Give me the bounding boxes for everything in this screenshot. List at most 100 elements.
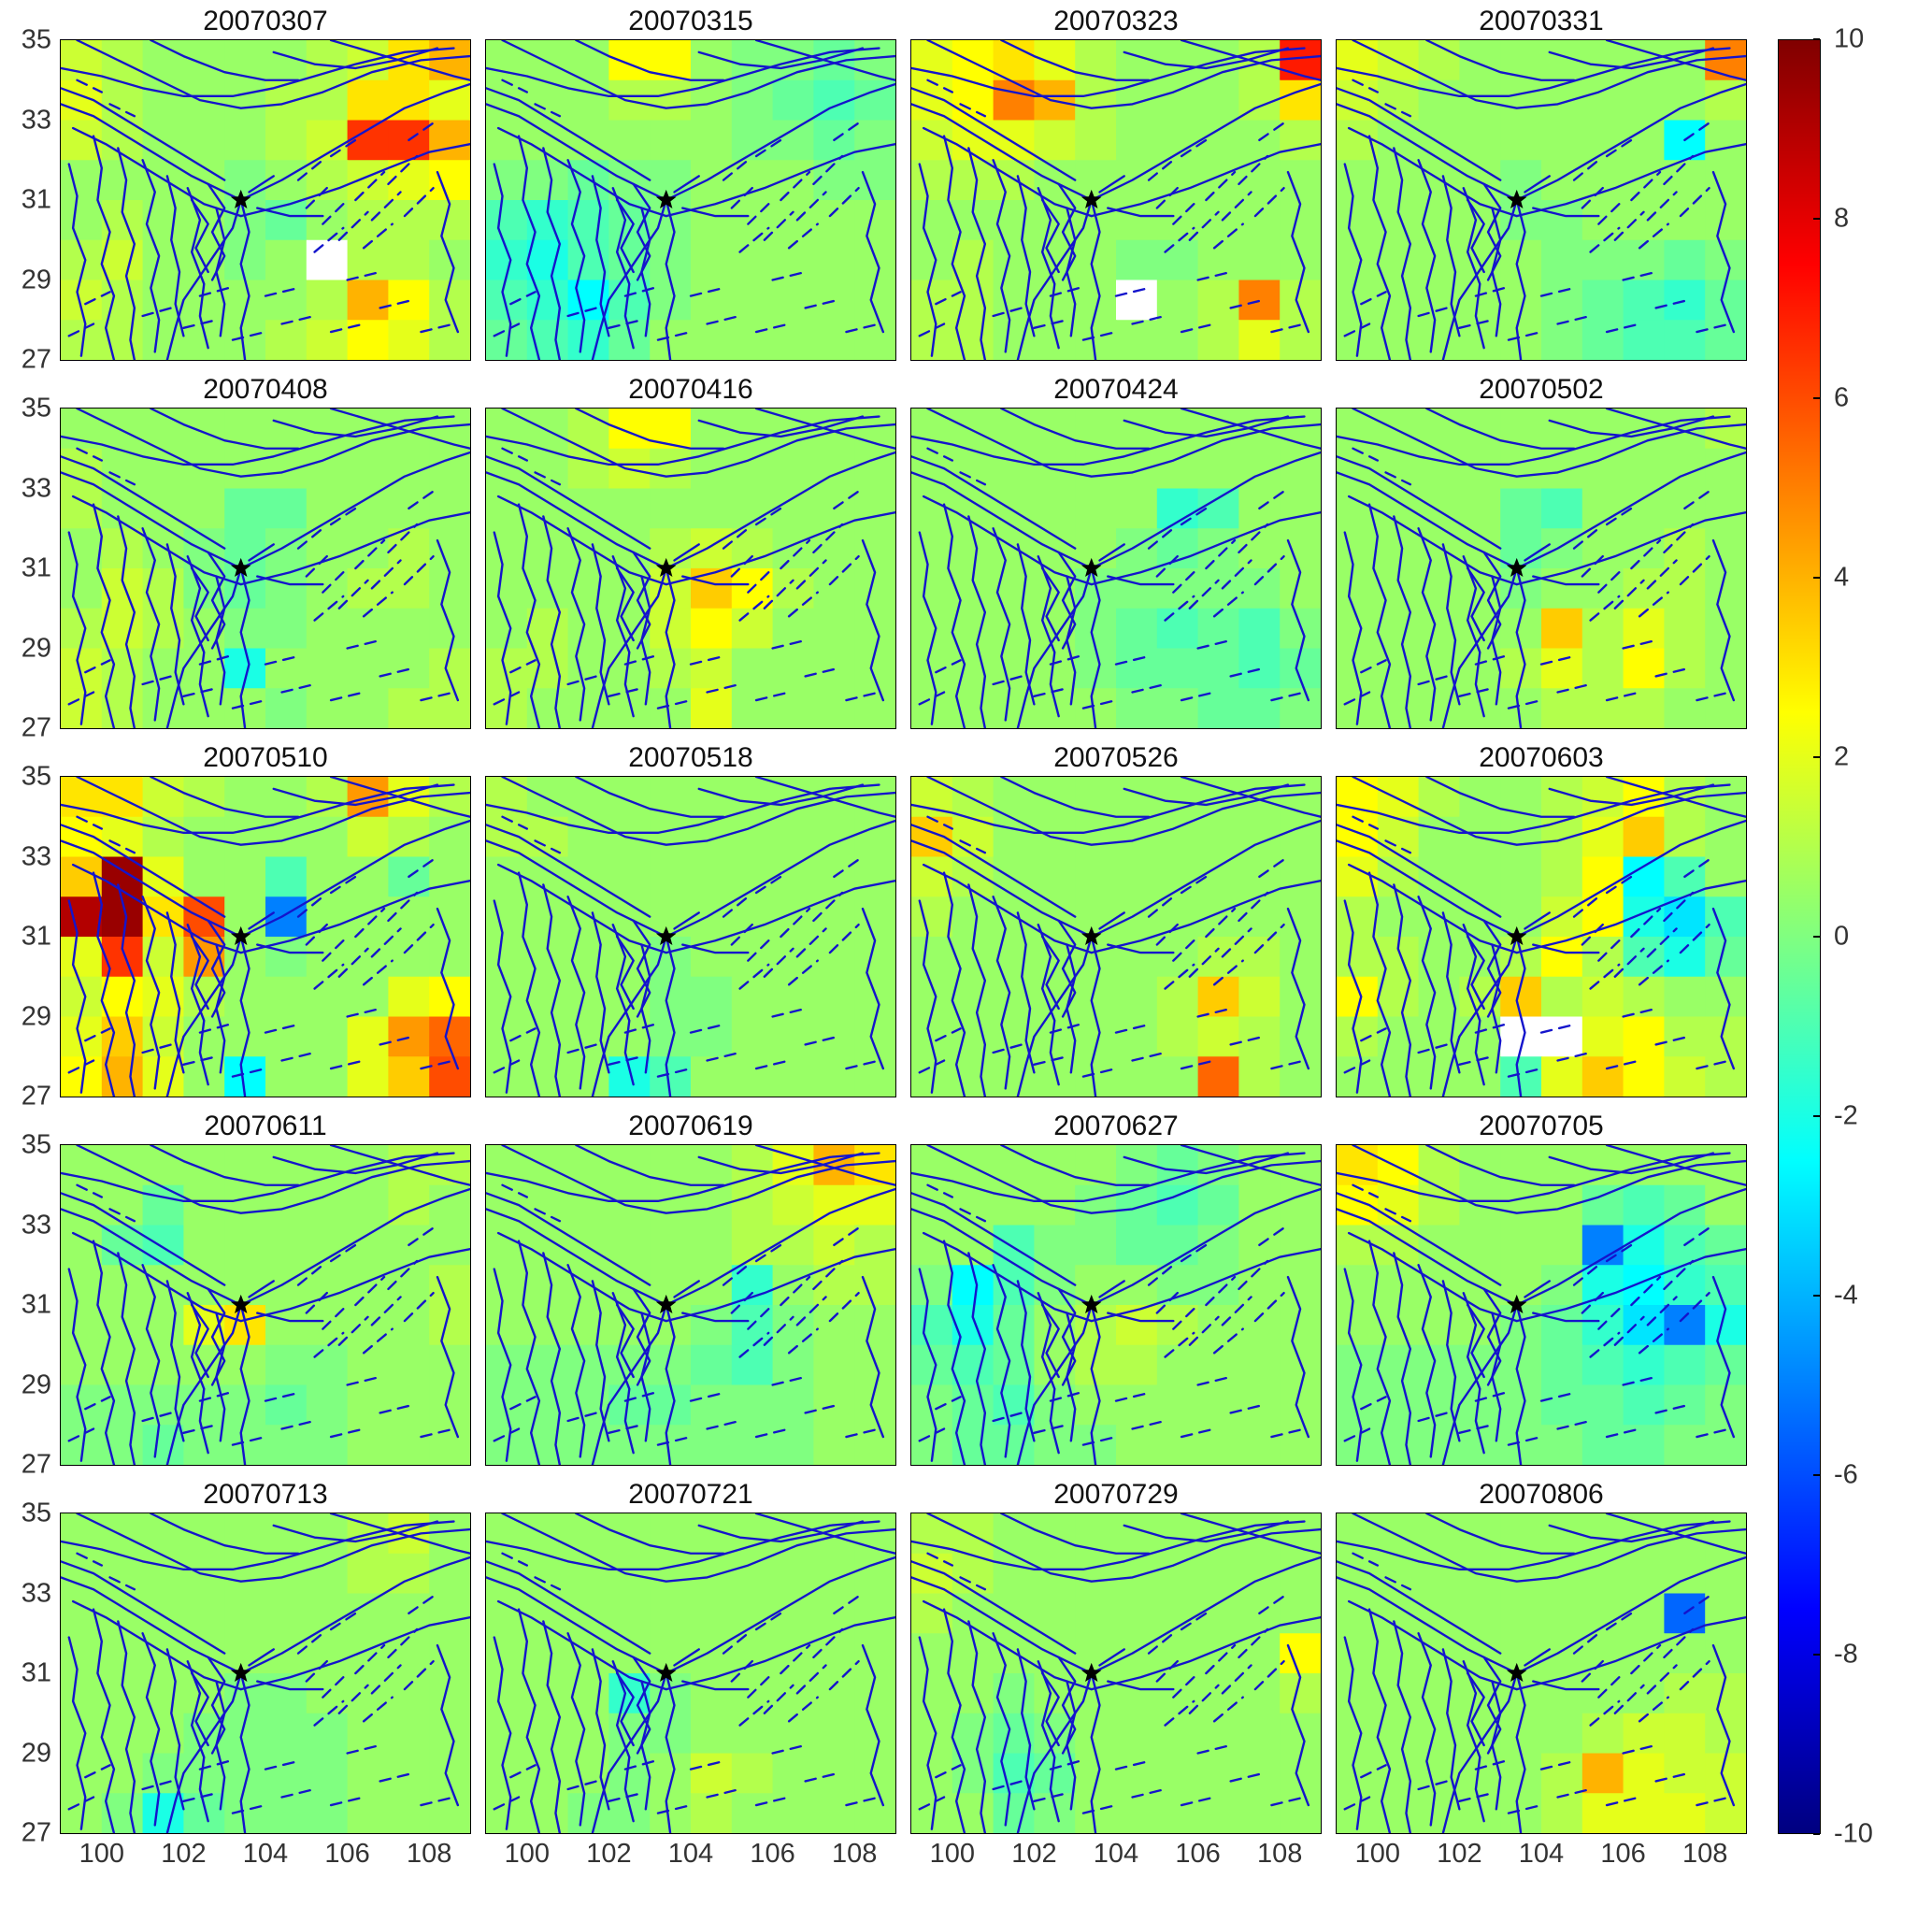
map-panel: 20070729 100 102 104 106 108 (910, 1479, 1322, 1868)
colorbar-tick (1813, 1654, 1820, 1656)
panel-title: 20070619 (628, 1111, 753, 1141)
x-axis-tick-label: 102 (1437, 1839, 1482, 1869)
panel-title: 20070611 (204, 1111, 327, 1141)
panel-title: 20070721 (628, 1479, 753, 1510)
map-panel: 20070307 35 33 31 29 27 (21, 6, 471, 373)
x-axis-tick-label: 108 (831, 1839, 878, 1869)
heatmap-svg (61, 777, 470, 1097)
heatmap-plot: 35 33 31 29 27 (21, 1131, 471, 1478)
map-panel: 20070416 (485, 374, 896, 729)
colorbar-tick (1813, 38, 1820, 40)
heatmap-svg (61, 1145, 470, 1465)
heatmap-svg (61, 40, 470, 360)
y-axis-tick-label: 27 (21, 344, 51, 375)
y-axis-tick-label: 29 (21, 1369, 51, 1399)
heatmap-plot (1336, 1144, 1747, 1466)
map-panel: 20070408 35 33 31 29 27 (21, 374, 471, 741)
heatmap-svg (486, 1513, 895, 1833)
heatmap-plot (485, 39, 896, 361)
map-panel: 20070603 (1336, 742, 1747, 1097)
x-axis-tick-label: 106 (324, 1839, 370, 1869)
panel-title: 20070603 (1479, 742, 1604, 773)
heatmap-svg (486, 409, 895, 728)
x-axis-tick-label: 108 (1256, 1839, 1303, 1869)
y-axis-tick-label: 35 (21, 24, 51, 55)
heatmap-svg (486, 1145, 895, 1465)
y-axis-tick-label: 33 (21, 1210, 51, 1240)
colorbar-tick (1813, 1474, 1820, 1476)
heatmap-svg (61, 1513, 470, 1833)
panel-title: 20070510 (203, 742, 328, 773)
map-panel: 20070619 (485, 1111, 896, 1466)
heatmap-svg (61, 409, 470, 728)
y-axis-tick-label: 31 (21, 184, 51, 215)
x-axis-tick-label: 108 (406, 1839, 452, 1869)
y-axis-tick-label: 27 (21, 1817, 51, 1848)
heatmap-plot (910, 776, 1322, 1097)
heatmap-plot: 35 33 31 29 27 (21, 26, 471, 373)
map-panel: 20070518 (485, 742, 896, 1097)
x-axis-tick-label: 100 (929, 1839, 975, 1869)
colorbar-tick (1813, 756, 1820, 758)
heatmap-plot (910, 408, 1322, 729)
panel-title: 20070806 (1479, 1479, 1604, 1510)
x-axis-tick-label: 102 (1011, 1839, 1057, 1869)
panel-title: 20070627 (1053, 1111, 1179, 1141)
panel-title: 20070424 (1053, 374, 1179, 405)
heatmap-svg (486, 777, 895, 1097)
y-axis-tick-label: 29 (21, 633, 51, 663)
panel-title: 20070518 (628, 742, 753, 773)
colorbar-tick (1813, 1295, 1820, 1297)
map-panel: 20070510 35 33 31 29 27 (21, 742, 471, 1110)
map-panel: 20070627 (910, 1111, 1322, 1466)
y-axis-tick-label: 27 (21, 1449, 51, 1480)
heatmap-plot: 100 102 104 106 108 (485, 1513, 896, 1868)
heatmap-plot (1336, 408, 1747, 729)
map-panel: 20070713 35 33 31 29 27 100 102 104 106 108 (21, 1479, 471, 1868)
colorbar-tick (1813, 218, 1820, 220)
colorbar-tick (1813, 1833, 1820, 1835)
y-axis-tick-label: 29 (21, 265, 51, 294)
heatmap-plot: 35 33 31 29 27 (21, 763, 471, 1110)
y-axis-tick-label: 33 (21, 841, 51, 871)
heatmap-plot (1336, 39, 1747, 361)
colorbar-tick-label: -4 (1834, 1280, 1858, 1311)
panel-title: 20070315 (628, 6, 753, 36)
heatmap-plot: 35 33 31 29 27 (21, 394, 471, 741)
panel-title: 20070713 (203, 1479, 328, 1510)
colorbar-tick-label: 4 (1834, 562, 1850, 593)
panel-title: 20070408 (203, 374, 328, 405)
y-axis-tick-label: 31 (21, 552, 51, 583)
heatmap-plot (485, 776, 896, 1097)
map-panel: 20070315 (485, 6, 896, 361)
x-axis-tick-label: 104 (1093, 1839, 1139, 1869)
heatmap-svg (1337, 40, 1746, 360)
y-axis-tick-label: 35 (21, 1129, 51, 1160)
x-axis-tick-label: 100 (79, 1839, 124, 1869)
heatmap-svg (1337, 1513, 1746, 1833)
panel-title: 20070307 (203, 6, 328, 36)
heatmap-plot: 100 102 104 106 108 (1336, 1513, 1747, 1868)
colorbar-tick-label: 0 (1834, 921, 1850, 952)
map-panel: 20070806 100 102 104 106 108 (1336, 1479, 1747, 1868)
map-panel: 20070424 (910, 374, 1322, 729)
x-axis-tick-label: 106 (1600, 1839, 1646, 1869)
y-axis-tick-label: 31 (21, 1657, 51, 1688)
colorbar-tick (1813, 1115, 1820, 1117)
y-axis-tick-label: 33 (21, 473, 51, 503)
x-axis-tick-label: 100 (1354, 1839, 1400, 1869)
map-panel: 20070323 (910, 6, 1322, 361)
colorbar-tick-label: 6 (1834, 382, 1850, 413)
y-axis-tick-label: 27 (21, 712, 51, 743)
panel-title: 20070323 (1053, 6, 1179, 36)
x-axis-tick-label: 108 (1682, 1839, 1728, 1869)
heatmap-svg (911, 1145, 1321, 1465)
x-axis-tick-label: 104 (1518, 1839, 1565, 1869)
colorbar-tick-label: -2 (1834, 1100, 1858, 1131)
heatmap-plot (485, 1144, 896, 1466)
y-axis-tick-label: 33 (21, 105, 51, 135)
x-axis-tick-label: 106 (750, 1839, 795, 1869)
panel-title: 20070416 (628, 374, 753, 405)
heatmap-plot (1336, 776, 1747, 1097)
y-axis-tick-label: 31 (21, 921, 51, 952)
